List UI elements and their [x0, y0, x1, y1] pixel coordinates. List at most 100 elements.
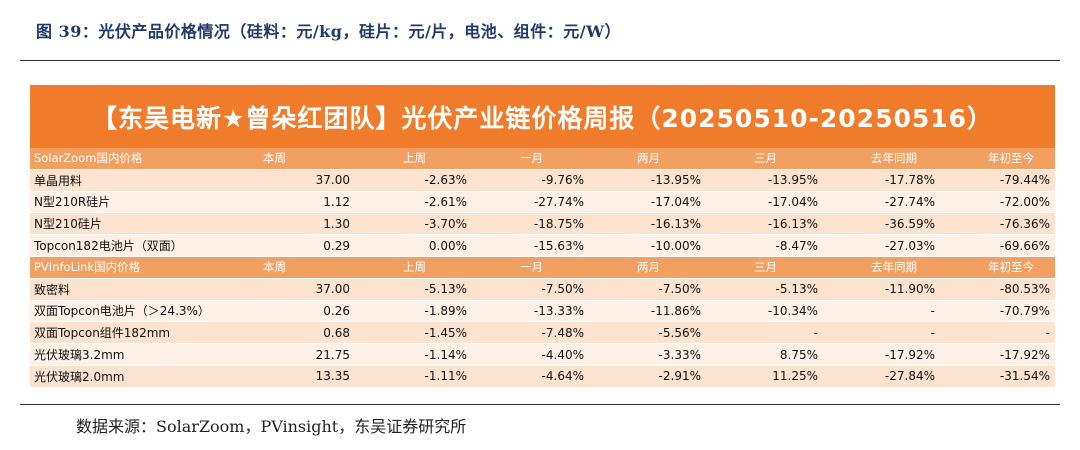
table-row: Topcon182电池片（双面） 0.29 0.00% -15.63% -10.00% -…	[30, 234, 1055, 257]
bottom-divider	[20, 404, 1060, 405]
value-cell: -	[706, 321, 823, 345]
value-cell: 0.26	[215, 300, 355, 323]
value-cell: -4.40%	[472, 343, 589, 366]
product-name-cell: 双面Topcon电池片（＞24.3%）	[30, 300, 215, 323]
column-header: 三月	[706, 148, 823, 170]
value-cell: -17.92%	[823, 343, 940, 366]
value-cell: -1.14%	[355, 343, 472, 366]
value-cell: -4.64%	[472, 365, 589, 388]
value-cell: -36.59%	[823, 212, 940, 236]
value-cell: -17.04%	[706, 191, 823, 214]
value-cell: -72.00%	[940, 191, 1055, 214]
product-name-cell: 光伏玻璃3.2mm	[30, 343, 215, 366]
value-cell: -10.00%	[589, 234, 706, 257]
value-cell: -76.36%	[940, 212, 1055, 236]
column-header: 上周	[355, 148, 472, 170]
value-cell: -10.34%	[706, 300, 823, 323]
report-banner-title: 【东吴电新★曾朵红团队】光伏产业链价格周报（20250510-20250516）	[30, 85, 1055, 148]
value-cell: 13.35	[215, 365, 355, 388]
product-name-cell: Topcon182电池片（双面）	[30, 234, 215, 257]
value-cell: 1.12	[215, 191, 355, 214]
product-name-cell: N型210R硅片	[30, 191, 215, 214]
value-cell: -17.04%	[589, 191, 706, 214]
value-cell: -17.92%	[940, 343, 1055, 366]
value-cell: -80.53%	[940, 278, 1055, 301]
value-cell: 37.00	[215, 169, 355, 192]
table-row: 单晶用料 37.00 -2.63% -9.76% -13.95% -13.95% -17.7…	[30, 169, 1055, 192]
value-cell: -5.13%	[355, 278, 472, 301]
value-cell: -27.84%	[823, 365, 940, 388]
value-cell: -17.78%	[823, 169, 940, 192]
table-row: 光伏玻璃2.0mm 13.35 -1.11% -4.64% -2.91% 11.25% -2…	[30, 365, 1055, 388]
value-cell: -7.50%	[589, 278, 706, 301]
value-cell: -11.90%	[823, 278, 940, 301]
value-cell: -3.33%	[589, 343, 706, 366]
value-cell: -31.54%	[940, 365, 1055, 388]
value-cell: -7.48%	[472, 321, 589, 345]
value-cell: -1.45%	[355, 321, 472, 345]
value-cell: -3.70%	[355, 212, 472, 236]
value-cell: -	[940, 321, 1055, 345]
product-name-cell: 双面Topcon组件182mm	[30, 321, 215, 345]
table-row: 双面Topcon电池片（＞24.3%） 0.26 -1.89% -13.33% -11.…	[30, 300, 1055, 323]
value-cell: 1.30	[215, 212, 355, 236]
table-row: N型210硅片 1.30 -3.70% -18.75% -16.13% -16.13% -3…	[30, 212, 1055, 236]
column-header: 两月	[589, 256, 706, 279]
value-cell: -16.13%	[589, 212, 706, 236]
column-header: 本周	[215, 148, 355, 170]
section-header-row: SolarZoom国内价格 本周 上周 一月 两月 三月 去年同期 年初至今	[30, 148, 1055, 170]
value-cell: 11.25%	[706, 365, 823, 388]
value-cell: -69.66%	[940, 234, 1055, 257]
value-cell: -15.63%	[472, 234, 589, 257]
value-cell: -2.91%	[589, 365, 706, 388]
column-header: 去年同期	[823, 148, 940, 170]
value-cell: -11.86%	[589, 300, 706, 323]
value-cell: -8.47%	[706, 234, 823, 257]
value-cell: 37.00	[215, 278, 355, 301]
section-header-row: PVInfoLink国内价格 本周 上周 一月 两月 三月 去年同期 年初至今	[30, 256, 1055, 279]
value-cell: -2.61%	[355, 191, 472, 214]
data-source-note: 数据来源：SolarZoom，PVinsight，东吴证券研究所	[76, 417, 467, 436]
column-header: 去年同期	[823, 256, 940, 279]
product-name-cell: 致密料	[30, 278, 215, 301]
column-header: 上周	[355, 256, 472, 279]
section-title: PVInfoLink国内价格	[30, 256, 215, 279]
table-row: 致密料 37.00 -5.13% -7.50% -7.50% -5.13% -11.90% -…	[30, 278, 1055, 301]
column-header: 三月	[706, 256, 823, 279]
table-row: 双面Topcon组件182mm 0.68 -1.45% -7.48% -5.56% - - -	[30, 321, 1055, 345]
value-cell: -13.33%	[472, 300, 589, 323]
column-header: 本周	[215, 256, 355, 279]
value-cell: -27.03%	[823, 234, 940, 257]
value-cell: 0.00%	[355, 234, 472, 257]
column-header: 年初至今	[940, 148, 1055, 170]
value-cell: -1.11%	[355, 365, 472, 388]
value-cell: -5.13%	[706, 278, 823, 301]
table-row: N型210R硅片 1.12 -2.61% -27.74% -17.04% -17.04% -…	[30, 191, 1055, 214]
value-cell: -18.75%	[472, 212, 589, 236]
figure-caption: 图 39：光伏产品价格情况（硅料：元/kg，硅片：元/片，电池、组件：元/W）	[36, 22, 622, 41]
product-name-cell: N型210硅片	[30, 212, 215, 236]
value-cell: -27.74%	[823, 191, 940, 214]
value-cell: -2.63%	[355, 169, 472, 192]
value-cell: 21.75	[215, 343, 355, 366]
value-cell: -13.95%	[706, 169, 823, 192]
value-cell: -79.44%	[940, 169, 1055, 192]
value-cell: -1.89%	[355, 300, 472, 323]
column-header: 两月	[589, 148, 706, 170]
top-divider	[20, 60, 1060, 61]
value-cell: -	[823, 321, 940, 345]
value-cell: -13.95%	[589, 169, 706, 192]
table-row: 光伏玻璃3.2mm 21.75 -1.14% -4.40% -3.33% 8.75% -17…	[30, 343, 1055, 366]
product-name-cell: 光伏玻璃2.0mm	[30, 365, 215, 388]
column-header: 一月	[472, 148, 589, 170]
value-cell: 8.75%	[706, 343, 823, 366]
value-cell: -9.76%	[472, 169, 589, 192]
value-cell: 0.29	[215, 234, 355, 257]
value-cell: -70.79%	[940, 300, 1055, 323]
value-cell: -7.50%	[472, 278, 589, 301]
value-cell: -27.74%	[472, 191, 589, 214]
value-cell: -	[823, 300, 940, 323]
value-cell: 0.68	[215, 321, 355, 345]
product-name-cell: 单晶用料	[30, 169, 215, 192]
section-title: SolarZoom国内价格	[30, 148, 215, 170]
